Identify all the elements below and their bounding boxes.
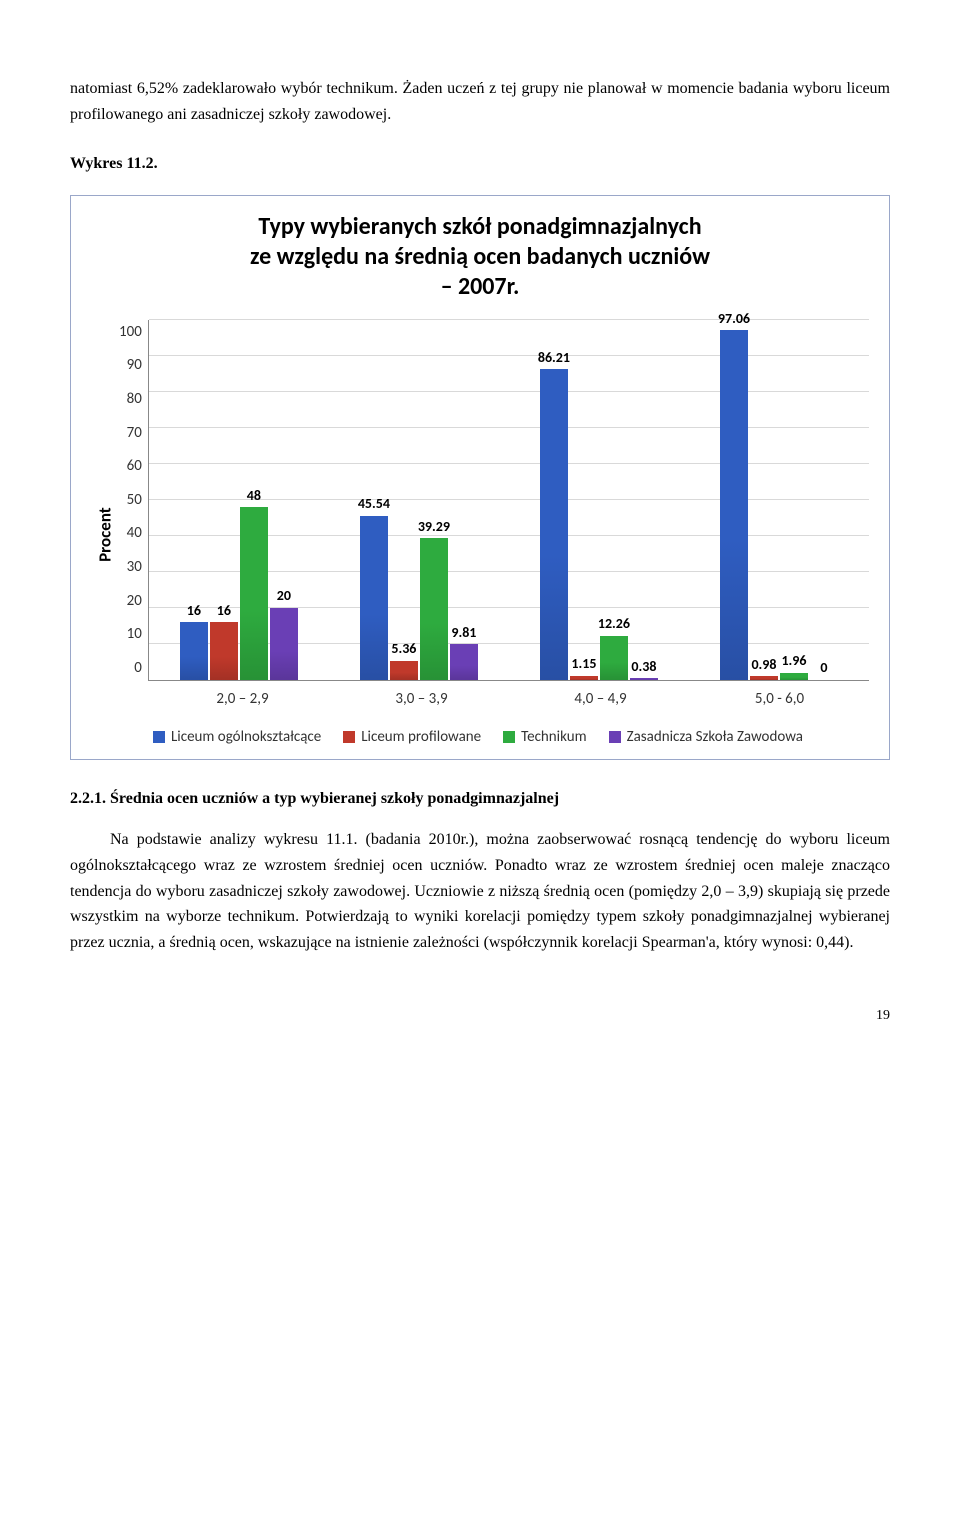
x-tick-label: 4,0 – 4,9 — [511, 687, 690, 711]
legend-swatch — [503, 731, 515, 743]
bar-value-label: 97.06 — [718, 308, 750, 330]
bar-value-label: 0.38 — [631, 656, 656, 678]
bar: 48 — [240, 507, 268, 680]
y-tick-label: 60 — [119, 454, 142, 478]
y-tick-label: 0 — [119, 656, 142, 680]
bar: 0.98 — [750, 676, 778, 680]
chart-container: Typy wybieranych szkół ponadgimnazjalnyc… — [70, 195, 890, 760]
legend-swatch — [343, 731, 355, 743]
bar: 9.81 — [450, 644, 478, 679]
bar-value-label: 5.36 — [391, 638, 416, 660]
intro-paragraph: natomiast 6,52% zadeklarowało wybór tech… — [70, 76, 890, 127]
bar: 16 — [210, 622, 238, 680]
page-number: 19 — [70, 1005, 890, 1027]
bar-value-label: 0.98 — [751, 654, 776, 676]
figure-label: Wykres 11.2. — [70, 151, 890, 177]
bar-value-label: 12.26 — [598, 613, 630, 635]
bar: 16 — [180, 622, 208, 680]
y-tick-label: 10 — [119, 622, 142, 646]
bar-value-label: 45.54 — [358, 493, 390, 515]
legend-item: Zasadnicza Szkoła Zawodowa — [609, 725, 803, 749]
bar-value-label: 1.15 — [571, 653, 596, 675]
plot-wrap: Procent 1009080706050403020100 161648204… — [91, 320, 869, 749]
y-tick-label: 50 — [119, 488, 142, 512]
plot: 1009080706050403020100 1616482045.545.36… — [119, 320, 869, 749]
y-axis-label-wrap: Procent — [91, 320, 119, 749]
body-paragraph: Na podstawie analizy wykresu 11.1. (bada… — [70, 827, 890, 955]
x-tick-label: 5,0 - 6,0 — [690, 687, 869, 711]
bar: 39.29 — [420, 538, 448, 679]
bar-group: 45.545.3639.299.81 — [329, 320, 509, 680]
y-tick-label: 70 — [119, 421, 142, 445]
chart-title-line: Typy wybieranych szkół ponadgimnazjalnyc… — [258, 212, 701, 241]
legend-label: Technikum — [521, 725, 586, 749]
x-tick-label: 3,0 – 3,9 — [332, 687, 511, 711]
y-ticks: 1009080706050403020100 — [119, 320, 148, 680]
bar-value-label: 16 — [217, 600, 231, 622]
bar-group: 86.211.1512.260.38 — [509, 320, 689, 680]
legend-label: Liceum profilowane — [361, 725, 481, 749]
bar-value-label: 16 — [187, 600, 201, 622]
bar: 5.36 — [390, 661, 418, 680]
bar-value-label: 0 — [820, 657, 827, 679]
bar-group: 97.060.981.960 — [689, 320, 869, 680]
chart-title-line: ze względu na średnią ocen badanych uczn… — [250, 242, 710, 271]
legend-label: Zasadnicza Szkoła Zawodowa — [627, 725, 803, 749]
y-tick-label: 80 — [119, 387, 142, 411]
legend-swatch — [153, 731, 165, 743]
bar-group: 16164820 — [149, 320, 329, 680]
legend-swatch — [609, 731, 621, 743]
x-labels: 2,0 – 2,93,0 – 3,94,0 – 4,95,0 - 6,0 — [119, 687, 869, 711]
section-heading: 2.2.1. Średnia ocen uczniów a typ wybier… — [70, 786, 890, 812]
bar-value-label: 20 — [277, 585, 291, 607]
legend-item: Technikum — [503, 725, 586, 749]
x-tick-label: 2,0 – 2,9 — [153, 687, 332, 711]
y-tick-label: 100 — [119, 320, 142, 344]
chart-title: Typy wybieranych szkół ponadgimnazjalnyc… — [91, 212, 869, 302]
y-tick-label: 90 — [119, 353, 142, 377]
y-tick-label: 20 — [119, 589, 142, 613]
legend-label: Liceum ogólnokształcące — [171, 725, 321, 749]
y-tick-label: 40 — [119, 521, 142, 545]
bar-value-label: 9.81 — [451, 622, 476, 644]
y-tick-label: 30 — [119, 555, 142, 579]
bar-groups: 1616482045.545.3639.299.8186.211.1512.26… — [149, 320, 869, 680]
legend: Liceum ogólnokształcące Liceum profilowan… — [153, 725, 869, 749]
bar: 1.96 — [780, 673, 808, 680]
bar: 86.21 — [540, 369, 568, 679]
bar: 45.54 — [360, 516, 388, 680]
bar: 97.06 — [720, 330, 748, 679]
bar: 20 — [270, 608, 298, 680]
bar: 0.38 — [630, 678, 658, 679]
bar-value-label: 48 — [247, 485, 261, 507]
bar-value-label: 86.21 — [538, 347, 570, 369]
plot-area: 1616482045.545.3639.299.8186.211.1512.26… — [148, 320, 869, 681]
y-axis-label: Procent — [91, 507, 118, 562]
bar: 12.26 — [600, 636, 628, 680]
bar-value-label: 1.96 — [781, 650, 806, 672]
bar-value-label: 39.29 — [418, 516, 450, 538]
legend-item: Liceum profilowane — [343, 725, 481, 749]
bar: 1.15 — [570, 676, 598, 680]
legend-item: Liceum ogólnokształcące — [153, 725, 321, 749]
chart-title-line: – 2007r. — [441, 272, 520, 301]
